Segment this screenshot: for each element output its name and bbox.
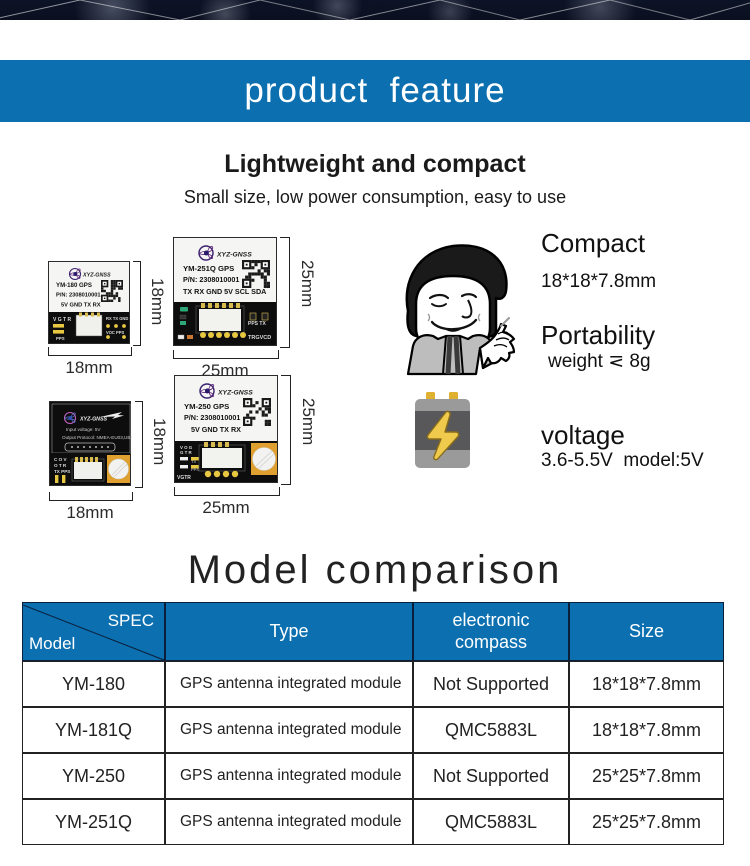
svg-text:G T R: G T R (180, 450, 193, 455)
svg-text:YM-250 GPS: YM-250 GPS (184, 402, 229, 411)
svg-text:XYZ-GNSS: XYZ-GNSS (79, 417, 108, 423)
svg-text:V G T R: V G T R (53, 317, 71, 323)
svg-text:TRGVCD: TRGVCD (248, 335, 271, 341)
svg-text:TX: TX (191, 459, 196, 464)
svg-text:PPS TX: PPS TX (248, 321, 266, 327)
svg-text:O T R: O T R (54, 463, 67, 468)
svg-text:P/N: 2308010001: P/N: 2308010001 (183, 275, 239, 284)
svg-text:Input voltage: 5V: Input voltage: 5V (66, 427, 101, 432)
svg-text:VOC PPS: VOC PPS (106, 330, 124, 335)
svg-text:TX RX GND 5V SCL SDA: TX RX GND 5V SCL SDA (183, 287, 266, 296)
svg-text:P/N: 2308010001: P/N: 2308010001 (184, 413, 240, 422)
svg-text:5V GND TX RX: 5V GND TX RX (191, 425, 241, 434)
svg-text:TX PPS: TX PPS (54, 469, 70, 474)
svg-text:YM-251Q GPS: YM-251Q GPS (183, 264, 234, 273)
svg-text:5V GND TX RX: 5V GND TX RX (61, 303, 101, 309)
svg-text:XYZ-GNSS: XYZ-GNSS (217, 390, 253, 397)
svg-text:P/N: 2308010001: P/N: 2308010001 (56, 293, 101, 299)
svg-text:YM-180 GPS: YM-180 GPS (56, 282, 92, 289)
svg-text:RX TX GND: RX TX GND (106, 316, 128, 321)
svg-text:XYZ-GNSS: XYZ-GNSS (82, 273, 111, 279)
svg-text:Output Protocol: NMEA-EU03,UBX: Output Protocol: NMEA-EU03,UBX (62, 435, 132, 440)
svg-text:PPS: PPS (56, 336, 65, 341)
svg-text:C O V: C O V (54, 457, 67, 462)
svg-text:PPS: PPS (191, 467, 199, 472)
svg-text:VGTR: VGTR (177, 475, 191, 481)
svg-text:XYZ-GNSS: XYZ-GNSS (216, 252, 252, 259)
